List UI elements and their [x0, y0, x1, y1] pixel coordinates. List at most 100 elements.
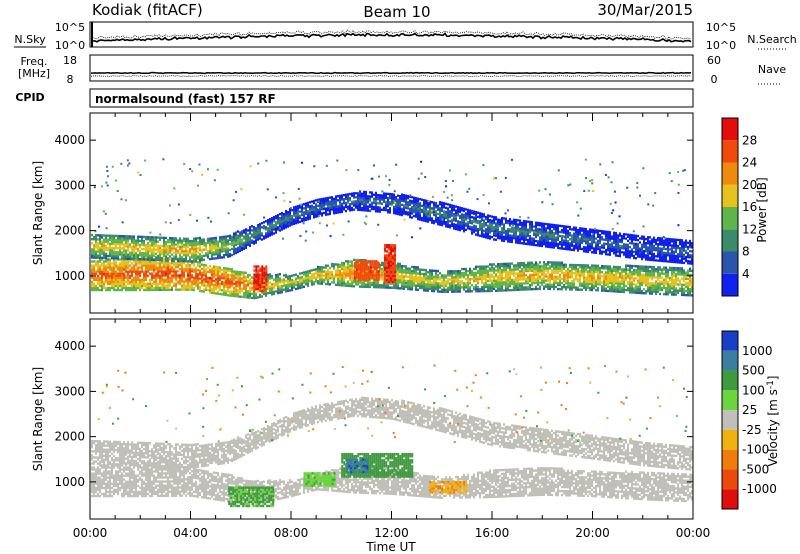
power-cell	[477, 290, 479, 293]
power-cell	[421, 204, 423, 208]
power-cell	[231, 292, 233, 295]
power-cell	[117, 288, 119, 292]
power-cell	[649, 292, 651, 295]
power-cell	[143, 276, 145, 279]
power-cell	[155, 236, 157, 239]
power-cell	[641, 269, 643, 272]
power-cell	[145, 260, 147, 263]
power-cell	[649, 284, 651, 287]
power-cell	[673, 281, 675, 284]
power-cell	[659, 272, 661, 275]
power-cell	[141, 270, 143, 273]
power-cell	[115, 251, 117, 254]
power-cell	[587, 272, 589, 275]
power-cell	[135, 282, 137, 286]
power-cell	[475, 285, 477, 289]
power-cell	[605, 275, 607, 278]
power-cell	[413, 206, 415, 210]
power-cell	[307, 215, 309, 219]
power-cell	[147, 246, 149, 249]
power-cell	[95, 264, 97, 267]
power-cell	[369, 277, 371, 281]
power-cell	[391, 203, 393, 206]
power-cell	[655, 292, 657, 295]
power-cell	[457, 284, 459, 287]
power-cell	[301, 217, 303, 221]
power-cell	[171, 243, 173, 246]
power-cell	[633, 287, 635, 290]
power-cell	[641, 267, 643, 270]
power-cell	[135, 280, 137, 284]
power-cell	[441, 203, 443, 206]
power-cell	[549, 277, 551, 280]
power-cell	[199, 285, 201, 289]
power-cell	[313, 201, 315, 205]
power-cell	[349, 274, 351, 278]
power-cell	[513, 274, 515, 277]
power-cell	[433, 279, 435, 283]
power-cell	[403, 206, 405, 209]
power-cell	[463, 221, 465, 225]
power-cell	[129, 235, 131, 238]
power-cell	[277, 216, 279, 219]
power-cell	[399, 281, 401, 284]
power-cell	[145, 274, 147, 277]
power-cell	[333, 263, 335, 266]
power-cell	[471, 215, 473, 219]
power-cell	[463, 215, 465, 219]
power-cell	[237, 238, 239, 241]
power-cell	[329, 210, 331, 214]
power-cell	[199, 263, 201, 266]
power-cell	[181, 270, 183, 273]
power-cell	[441, 207, 443, 211]
power-cell	[317, 204, 319, 208]
power-cell	[199, 277, 201, 280]
power-cell	[331, 202, 333, 205]
power-cell	[637, 269, 639, 272]
power-cell	[169, 258, 171, 261]
power-cell	[373, 193, 375, 197]
power-cell	[295, 283, 297, 287]
power-cell	[415, 278, 417, 281]
power-cell	[161, 268, 163, 271]
power-cell	[249, 286, 251, 289]
power-cell	[193, 278, 195, 281]
power-cell	[457, 288, 459, 291]
power-cell	[129, 253, 131, 256]
power-cell	[449, 278, 451, 281]
power-cell	[457, 280, 459, 283]
power-cell	[367, 209, 369, 212]
power-cell	[271, 289, 273, 292]
power-cell	[439, 207, 441, 210]
power-cell	[145, 286, 147, 290]
power-cell	[605, 265, 607, 268]
power-cell	[657, 290, 659, 294]
power-cell	[411, 271, 413, 275]
power-cell	[393, 282, 395, 286]
power-cell	[467, 223, 469, 226]
power-cell	[183, 261, 185, 265]
power-cell	[159, 236, 161, 239]
power-cell	[101, 288, 103, 292]
power-cell	[477, 275, 479, 279]
power-cell	[297, 217, 299, 220]
power-cell	[331, 273, 333, 276]
power-cell	[305, 280, 307, 284]
power-cell	[297, 207, 299, 210]
power-cell	[219, 266, 221, 269]
power-cell	[685, 275, 687, 278]
power-cell	[155, 284, 157, 288]
power-cell	[465, 269, 467, 273]
power-cell	[613, 273, 615, 277]
power-cell	[509, 268, 511, 272]
power-cell	[199, 273, 201, 276]
power-cell	[493, 271, 495, 274]
power-cell	[109, 288, 111, 292]
power-cell	[323, 274, 325, 277]
power-cell	[583, 284, 585, 287]
power-cell	[131, 245, 133, 248]
power-cell	[645, 279, 647, 283]
power-cell	[641, 265, 643, 268]
power-cell	[137, 286, 139, 290]
power-cell	[447, 282, 449, 285]
